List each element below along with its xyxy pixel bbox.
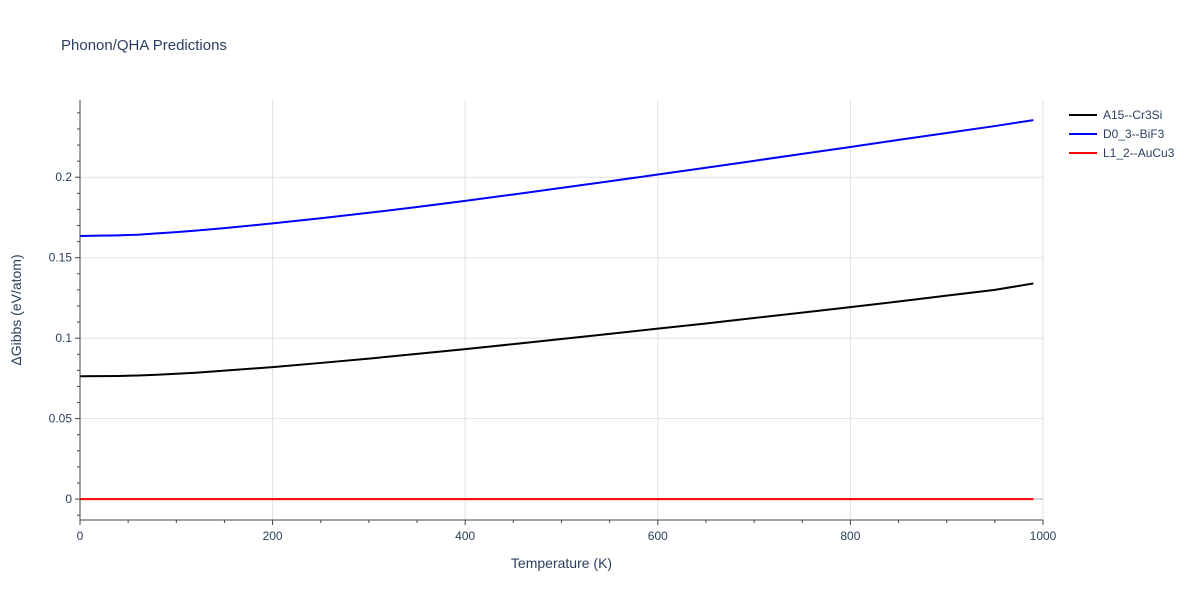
series-line-D0_3--BiF3	[79, 119, 1034, 237]
x-tick-label: 400	[455, 529, 475, 543]
y-tick-labels: 0 0.05 0.1 0.15 0.2	[49, 170, 73, 506]
legend-item-L1_2--AuCu3[interactable]: L1_2--AuCu3	[1069, 146, 1175, 160]
x-tick-labels: 0 200 400 600 800 1000	[77, 529, 1057, 543]
x-tick-label: 0	[77, 529, 84, 543]
legend-item-D0_3--BiF3[interactable]: D0_3--BiF3	[1069, 127, 1165, 141]
y-tick-label: 0.1	[55, 331, 72, 345]
x-tick-label: 800	[840, 529, 860, 543]
series-line-A15--Cr3Si	[79, 282, 1034, 378]
x-tick-label: 1000	[1030, 529, 1057, 543]
x-tick-label: 200	[263, 529, 283, 543]
y-tick-label: 0.2	[55, 170, 72, 184]
legend-item-A15--Cr3Si[interactable]: A15--Cr3Si	[1069, 108, 1162, 122]
y-tick-label: 0.15	[49, 251, 73, 265]
axes	[75, 100, 1044, 525]
y-tick-label: 0	[65, 492, 72, 506]
legend-label: L1_2--AuCu3	[1103, 146, 1175, 160]
legend-label: D0_3--BiF3	[1103, 127, 1165, 141]
y-axis-title: ΔGibbs (eV/atom)	[8, 254, 24, 365]
legend-label: A15--Cr3Si	[1103, 108, 1162, 122]
legend: A15--Cr3Si D0_3--BiF3 L1_2--AuCu3	[1069, 108, 1175, 160]
grid-lines	[80, 100, 1044, 520]
x-tick-label: 600	[648, 529, 668, 543]
x-axis-title: Temperature (K)	[511, 555, 612, 571]
chart-title: Phonon/QHA Predictions	[61, 37, 227, 54]
series-lines	[79, 119, 1034, 501]
y-tick-label: 0.05	[49, 412, 73, 426]
